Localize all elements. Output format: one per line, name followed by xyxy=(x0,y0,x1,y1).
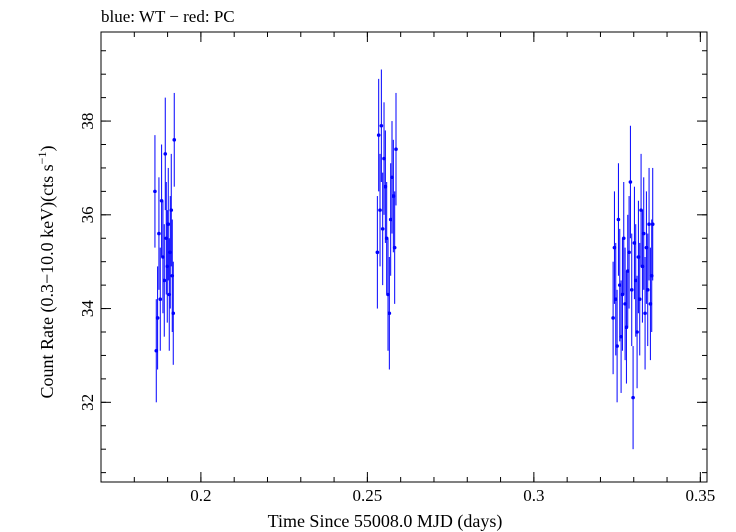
data-point xyxy=(645,288,650,292)
x-tick-label: 0.35 xyxy=(685,486,715,505)
data-point xyxy=(158,297,163,301)
data-point xyxy=(376,133,381,137)
data-layer xyxy=(153,69,655,450)
data-point xyxy=(378,208,382,212)
data-point xyxy=(169,208,174,212)
y-axis-title-close: ) xyxy=(37,146,58,152)
data-point xyxy=(637,297,642,301)
y-axis-title-main: Count Rate (0.3−10.0 keV)(cts s xyxy=(37,164,58,398)
data-point xyxy=(635,330,639,334)
y-tick-label: 34 xyxy=(78,300,97,318)
y-axis-title-exponent: −1 xyxy=(35,152,49,165)
data-point xyxy=(615,344,619,348)
y-axis-title: Count Rate (0.3−10.0 keV)(cts s−1) xyxy=(35,146,58,399)
data-point xyxy=(621,236,626,241)
data-point xyxy=(641,231,646,236)
major-ticks xyxy=(101,32,707,482)
data-point xyxy=(157,231,161,236)
data-point xyxy=(629,288,634,292)
data-point xyxy=(171,311,176,316)
y-tick-label: 38 xyxy=(78,113,97,130)
plot-frame xyxy=(100,31,708,483)
y-tick-label: 36 xyxy=(78,206,97,223)
data-point xyxy=(375,250,380,255)
x-tick-label: 0.3 xyxy=(523,486,544,505)
data-point xyxy=(628,180,633,184)
data-point xyxy=(643,311,647,316)
y-tick-labels: 32 34 36 38 xyxy=(78,113,97,411)
data-point xyxy=(155,316,160,320)
y-tick-label: 32 xyxy=(78,394,97,411)
data-point xyxy=(387,311,392,316)
data-point xyxy=(627,250,631,255)
data-point xyxy=(162,278,167,283)
data-point xyxy=(650,222,655,226)
data-point xyxy=(166,222,171,226)
data-point xyxy=(153,189,157,194)
data-point xyxy=(616,217,621,222)
data-point xyxy=(392,245,397,250)
data-point xyxy=(631,395,635,400)
data-point xyxy=(172,138,177,142)
chart-title: blue: WT − red: PC xyxy=(101,7,235,26)
data-point xyxy=(611,316,615,320)
data-point xyxy=(163,152,168,156)
x-axis-title: Time Since 55008.0 MJD (days) xyxy=(268,511,503,532)
x-tick-label: 0.2 xyxy=(190,486,211,505)
data-point xyxy=(379,123,384,128)
x-tick-label: 0.25 xyxy=(352,486,382,505)
data-point xyxy=(380,227,385,231)
data-point xyxy=(647,222,651,226)
x-tick-labels: 0.2 0.25 0.3 0.35 xyxy=(190,486,715,505)
data-point xyxy=(394,147,398,151)
